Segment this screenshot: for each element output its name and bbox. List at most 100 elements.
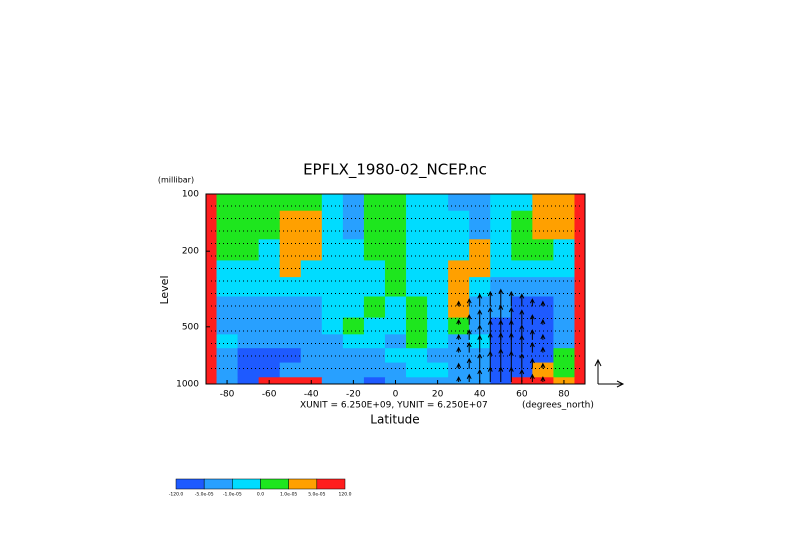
field-cell xyxy=(406,277,428,298)
field-cell xyxy=(406,334,428,349)
field-cell xyxy=(216,317,239,335)
field-cell xyxy=(406,317,428,335)
vector xyxy=(466,341,472,353)
field-cell xyxy=(342,317,365,335)
field-cell xyxy=(532,277,554,298)
field-cell xyxy=(406,377,428,385)
field-cell xyxy=(427,210,449,240)
field-cell xyxy=(553,334,575,349)
field-cell xyxy=(321,239,344,261)
field-cell xyxy=(206,296,218,319)
vector xyxy=(456,318,462,325)
x-tick-label: 80 xyxy=(558,390,570,400)
field-cell xyxy=(279,277,302,298)
y-unit-label: (millibar) xyxy=(158,176,194,185)
field-cell xyxy=(300,210,323,240)
field-cell xyxy=(237,362,260,378)
vector xyxy=(456,300,462,307)
field-cell xyxy=(237,348,260,364)
field-cell xyxy=(427,260,449,278)
field-cell xyxy=(206,362,218,378)
field-cell xyxy=(363,334,386,349)
field-cell xyxy=(321,362,344,378)
field-cell xyxy=(406,362,428,378)
vector xyxy=(498,288,504,307)
field-cell xyxy=(384,210,407,240)
field-cell xyxy=(427,317,449,335)
vector xyxy=(498,348,504,369)
colorbar-box xyxy=(260,478,289,490)
x-tick-label: 0 xyxy=(393,390,399,400)
field-cell xyxy=(216,210,239,240)
field-cell xyxy=(469,277,491,298)
field-cell xyxy=(469,239,491,261)
field-cell xyxy=(300,260,323,278)
field-cell xyxy=(300,194,323,212)
vector xyxy=(477,293,483,307)
field-cell xyxy=(384,277,407,298)
field-cell xyxy=(321,317,344,335)
field-cell xyxy=(490,260,512,278)
colorbar-label: -120.0 xyxy=(169,492,184,498)
field-cell xyxy=(511,239,533,261)
field-cell xyxy=(448,334,470,349)
field-cell xyxy=(363,362,386,378)
field-cell xyxy=(532,334,554,349)
chart-title: EPFLX_1980-02_NCEP.nc xyxy=(303,161,487,180)
field-cell xyxy=(427,334,449,349)
field-cell xyxy=(553,348,575,364)
colorbar-label: -1.0e-05 xyxy=(223,492,242,498)
field-cell xyxy=(237,317,260,335)
field-cell xyxy=(427,194,449,212)
reference-arrow xyxy=(594,358,625,388)
field-cell xyxy=(363,194,386,212)
vector xyxy=(529,329,535,340)
field-cell xyxy=(321,334,344,349)
field-cell xyxy=(216,260,239,278)
vector xyxy=(456,346,462,353)
vectors xyxy=(456,288,546,382)
field-cell xyxy=(574,239,586,261)
field-cell xyxy=(574,317,586,335)
y-tick-label: 500 xyxy=(182,322,199,332)
vector xyxy=(540,362,546,369)
field-cell xyxy=(258,239,281,261)
field-cell xyxy=(448,239,470,261)
vector xyxy=(456,376,462,382)
field-cell xyxy=(279,377,302,385)
field-cell xyxy=(279,334,302,349)
field-cell xyxy=(206,277,218,298)
vector xyxy=(508,350,514,369)
field-cell xyxy=(490,277,512,298)
vector xyxy=(529,341,535,353)
colorbar-box xyxy=(175,478,205,490)
field-cell xyxy=(469,296,491,319)
field-cell xyxy=(206,239,218,261)
field-cell xyxy=(574,260,586,278)
field-cell xyxy=(216,334,239,349)
field-cell xyxy=(448,348,470,364)
field-cell xyxy=(279,296,302,319)
y-axis-label: Level xyxy=(158,275,171,304)
field-cell xyxy=(279,239,302,261)
x-tick-label: 60 xyxy=(516,390,528,400)
field-cell xyxy=(237,194,260,212)
field-cell xyxy=(427,296,449,319)
field-cell xyxy=(363,296,386,319)
field-cell xyxy=(216,239,239,261)
vector xyxy=(508,366,514,382)
field-cell xyxy=(300,334,323,349)
field-cell xyxy=(384,194,407,212)
field-cell xyxy=(574,334,586,349)
colorbar-label: 0.0 xyxy=(257,492,264,498)
field-cell xyxy=(342,194,365,212)
x-tick-label: -60 xyxy=(262,390,277,400)
field-cell xyxy=(321,348,344,364)
field-cell xyxy=(258,260,281,278)
vector xyxy=(529,373,535,382)
field-cell xyxy=(574,362,586,378)
field-cell xyxy=(321,377,344,385)
y-tick-label: 100 xyxy=(182,190,199,200)
vector xyxy=(519,334,525,353)
colorbar-label: -5.0e-05 xyxy=(195,492,214,498)
